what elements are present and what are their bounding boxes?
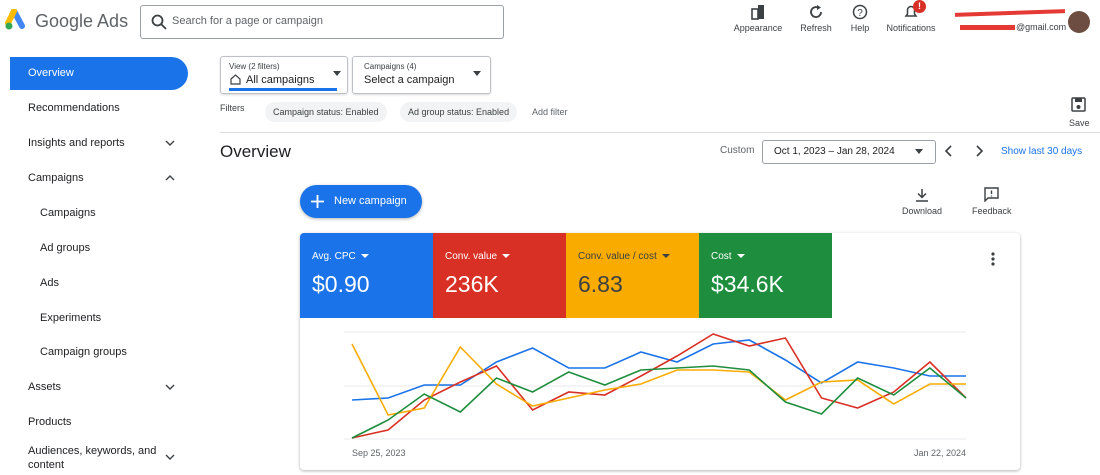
more-icon[interactable]: [990, 251, 996, 267]
scorecard[interactable]: Cost $34.6K: [699, 233, 832, 318]
tool-button[interactable]: Appearance: [723, 4, 793, 33]
nav-item[interactable]: Recommendations: [28, 102, 120, 114]
svg-text:?: ?: [857, 8, 863, 19]
series-line: [351, 365, 967, 439]
new-campaign-button[interactable]: New campaign: [300, 185, 422, 218]
series-line: [351, 343, 966, 416]
series-line: [351, 333, 967, 439]
tool-label: Help: [850, 23, 870, 33]
logo-icon: [5, 9, 25, 30]
add-filter[interactable]: Add filter: [532, 107, 568, 117]
range-type: Custom: [720, 145, 755, 156]
account-email: @gmail.com: [1016, 22, 1067, 32]
nav-item[interactable]: Ad groups: [40, 242, 91, 254]
nav-item[interactable]: Campaigns: [28, 172, 84, 184]
divider: [220, 132, 1100, 133]
tool-label: Appearance: [733, 23, 783, 33]
scorecard-label: Cost: [711, 251, 732, 262]
scorecard-value: $0.90: [312, 271, 370, 297]
search-box[interactable]: Search for a page or campaign: [140, 5, 504, 39]
scorecard-caret: [361, 254, 369, 258]
download-label: Download: [902, 206, 943, 216]
caret: [333, 71, 341, 76]
prev-arrow[interactable]: [944, 144, 954, 158]
scorecard-caret: [502, 254, 510, 258]
date-range: Oct 1, 2023 – Jan 28, 2024: [774, 146, 895, 157]
chart-card: Sep 25, 2023 Jan 22, 2024 Avg. CPC $0.90 Co…: [300, 233, 1020, 470]
chevron: [165, 384, 175, 390]
nav-item[interactable]: Assets: [28, 381, 62, 393]
underline: [229, 88, 337, 91]
next-arrow[interactable]: [974, 144, 984, 158]
dropdown-value: Select a campaign: [364, 74, 455, 86]
x-tick-label: Sep 25, 2023: [352, 448, 406, 458]
button-label: New campaign: [334, 195, 407, 207]
avatar[interactable]: [1068, 11, 1090, 33]
scorecard[interactable]: Conv. value 236K: [433, 233, 566, 318]
redaction: [960, 25, 1015, 30]
home-icon: [230, 74, 241, 85]
logo-text: Google Ads: [35, 11, 129, 31]
x-tick-label: Jan 22, 2024: [914, 448, 966, 458]
save-label: Save: [1069, 118, 1090, 128]
scorecard[interactable]: Conv. value / cost 6.83: [566, 233, 699, 318]
nav-selected: [10, 57, 188, 90]
tool-button[interactable]: ? Help: [825, 4, 895, 33]
tool-label: Refresh: [800, 23, 832, 33]
search-placeholder: Search for a page or campaign: [172, 15, 324, 27]
nav-item[interactable]: Experiments: [40, 312, 102, 324]
dropdown-label: Campaigns (4): [364, 62, 417, 71]
filter-chip[interactable]: Campaign status: Enabled: [265, 102, 387, 122]
chevron: [165, 175, 175, 181]
nav-item[interactable]: Overview: [28, 67, 74, 79]
feedback-label: Feedback: [972, 206, 1012, 216]
chevron: [165, 454, 175, 460]
tool-button[interactable]: Refresh: [781, 4, 851, 33]
filter-chip[interactable]: Ad group status: Enabled: [400, 102, 518, 122]
scorecard-caret: [737, 254, 745, 258]
line-chart: Sep 25, 2023 Jan 22, 2024: [344, 331, 967, 458]
nav-item[interactable]: Products: [28, 416, 72, 428]
scorecard-label: Conv. value: [445, 251, 498, 262]
view-dropdown[interactable]: View (2 filters) All campaigns: [220, 56, 348, 94]
filters-label: Filters: [220, 103, 245, 113]
caret: [473, 71, 481, 76]
scorecard-caret: [662, 254, 670, 258]
dropdown-value: All campaigns: [246, 74, 315, 86]
nav-item[interactable]: Insights and reports: [28, 137, 125, 149]
redaction: [954, 9, 1066, 17]
header: Google Ads Search for a page or campaign…: [0, 0, 1100, 42]
nav-item[interactable]: Campaign groups: [40, 346, 127, 358]
page-title: Overview: [220, 142, 291, 161]
date-picker[interactable]: Oct 1, 2023 – Jan 28, 2024: [762, 140, 936, 164]
plus-icon: [311, 195, 324, 208]
campaign-dropdown[interactable]: Campaigns (4) Select a campaign: [352, 56, 491, 94]
caret: [915, 149, 923, 154]
scorecard-value: 6.83: [578, 271, 623, 297]
feedback-icon[interactable]: [984, 187, 999, 202]
tool-label: Notifications: [886, 23, 936, 33]
nav-item[interactable]: Audiences, keywords, and content: [28, 445, 157, 471]
notification-badge: !: [913, 0, 926, 13]
scorecard[interactable]: Avg. CPC $0.90: [300, 233, 433, 318]
nav-item[interactable]: Campaigns: [40, 207, 96, 219]
search-icon: [151, 14, 167, 30]
scorecard-label: Conv. value / cost: [578, 251, 657, 262]
scorecard-value: $34.6K: [711, 271, 784, 297]
tool-button[interactable]: Notifications: [876, 4, 946, 33]
dropdown-label: View (2 filters): [229, 62, 280, 71]
scorecard-value: 236K: [445, 271, 499, 297]
save-icon[interactable]: [1071, 97, 1086, 112]
nav-item[interactable]: Ads: [40, 277, 59, 289]
scorecard-label: Avg. CPC: [312, 251, 356, 262]
show-last-link[interactable]: Show last 30 days: [1001, 146, 1083, 157]
download-icon[interactable]: [915, 188, 929, 202]
chevron: [165, 140, 175, 146]
